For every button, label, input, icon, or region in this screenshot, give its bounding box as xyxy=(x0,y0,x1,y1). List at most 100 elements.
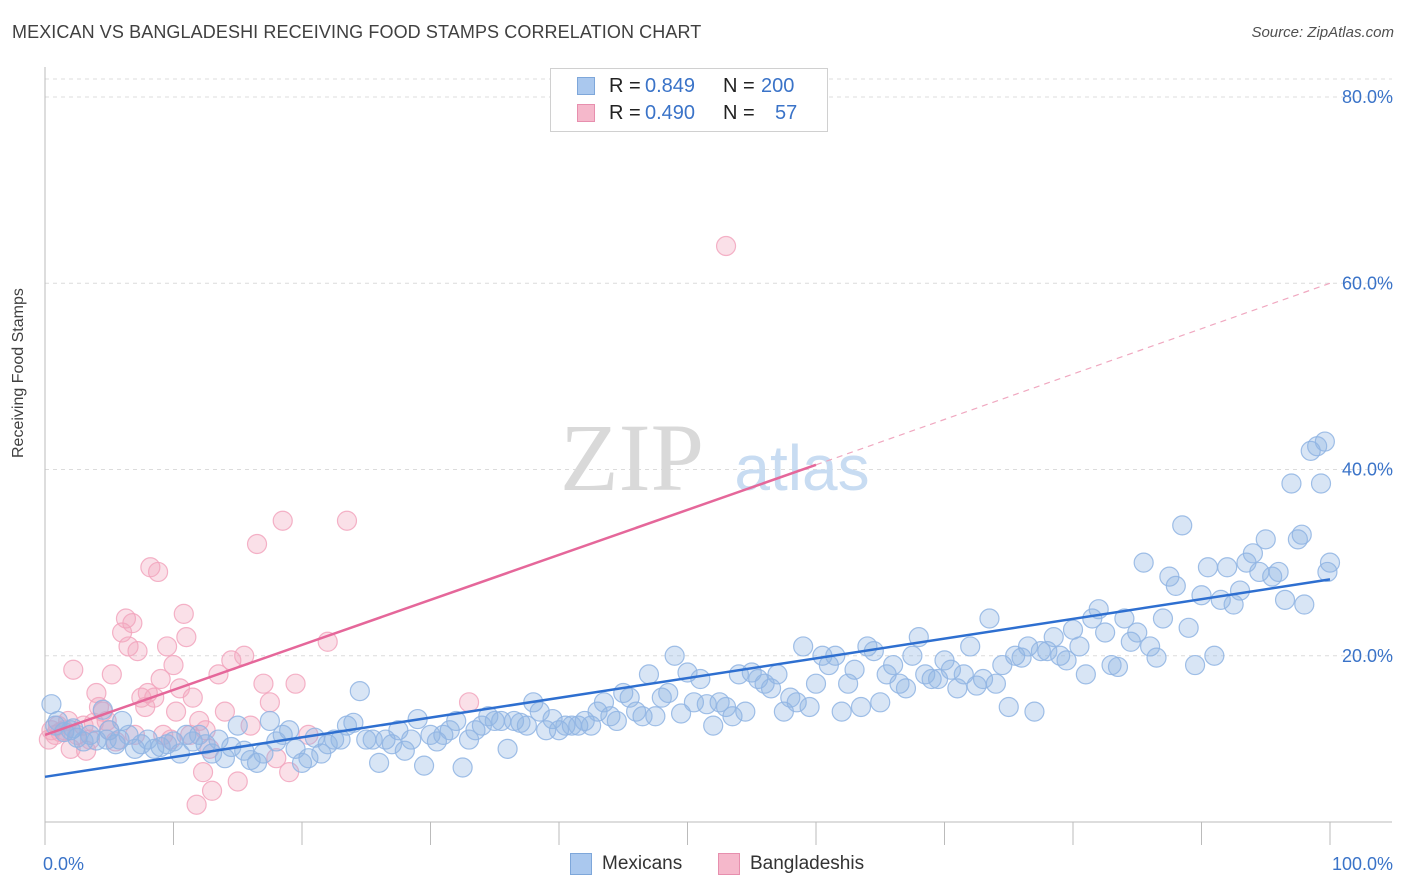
mexicans-point xyxy=(324,729,345,750)
axes xyxy=(44,67,1392,845)
mexicans-point xyxy=(805,673,827,694)
bangladeshis-point xyxy=(118,636,139,657)
mexicans-point xyxy=(1030,640,1051,662)
mexicans-point xyxy=(1310,473,1332,494)
mexicans-point xyxy=(645,706,666,727)
mexicans-point xyxy=(1319,552,1341,573)
mexicans-point xyxy=(1017,636,1039,657)
bangladeshis-point xyxy=(165,701,187,722)
mexicans-legend-swatch xyxy=(570,853,592,875)
mexicans-point xyxy=(972,668,994,690)
mexicans-point xyxy=(735,701,756,722)
watermark-zip: ZIP xyxy=(560,404,704,511)
mexicans-point xyxy=(1069,636,1090,657)
mexicans-point xyxy=(1184,654,1206,676)
mexicans-point xyxy=(1255,529,1276,550)
watermark-atlas: atlas xyxy=(734,432,869,504)
bangladeshis-point xyxy=(163,654,184,676)
mexicans-point xyxy=(227,715,248,736)
bangladeshis-point xyxy=(147,561,169,583)
mexicans-point xyxy=(985,673,1007,694)
mexicans-swatch xyxy=(577,77,595,95)
mexicans-point xyxy=(349,681,370,702)
mexicans-point xyxy=(401,729,422,750)
bangladeshis-point xyxy=(336,510,358,531)
mexicans-point xyxy=(831,701,852,722)
mexicans-point xyxy=(298,748,319,769)
bangladeshis-point xyxy=(266,748,287,769)
mexicans-point xyxy=(793,636,814,657)
r-label: R = xyxy=(609,102,641,124)
bangladeshis-legend-swatch xyxy=(718,853,740,875)
bangladeshis-trendline-extension xyxy=(815,282,1331,466)
y-tick-label: 40.0% xyxy=(1342,460,1393,480)
mexicans-point xyxy=(895,678,917,699)
mexicans-point xyxy=(1075,664,1096,685)
mexicans-point xyxy=(542,708,563,730)
mexicans-points xyxy=(41,431,1341,778)
mexicans-point xyxy=(1274,589,1296,610)
mexicans-point xyxy=(844,659,865,680)
mexicans-point xyxy=(1268,561,1289,583)
mexicans-point xyxy=(452,757,473,778)
r-label: R = xyxy=(609,75,641,97)
bangladeshis-point xyxy=(150,668,171,690)
bangladeshis-trendline xyxy=(44,463,817,737)
chart-title: MEXICAN VS BANGLADESHI RECEIVING FOOD ST… xyxy=(12,22,702,42)
bangladeshis-point xyxy=(253,673,274,694)
mexicans-point xyxy=(79,724,101,746)
bangladeshis-point xyxy=(227,771,248,792)
bangladeshis-point xyxy=(127,640,148,662)
stat-legend: R = 0.849 N = 200 R = 0.490 N = 57 xyxy=(550,68,828,132)
mexicans-point xyxy=(529,701,550,722)
bangladeshis-point xyxy=(182,687,203,708)
mexicans-point xyxy=(664,645,685,666)
mexicans-point xyxy=(394,740,415,761)
bangladeshis-point xyxy=(214,701,235,722)
mexicans-point xyxy=(670,703,692,724)
y-tick-label: 20.0% xyxy=(1342,646,1393,666)
mexicans-point xyxy=(1024,701,1045,722)
mexicans-point xyxy=(497,738,518,759)
mexicans-point xyxy=(369,752,390,773)
mexicans-point xyxy=(1139,636,1161,657)
bangladeshis-legend-label: Bangladeshis xyxy=(750,853,865,874)
mexicans-point xyxy=(850,696,872,718)
r-value: 0.490 xyxy=(645,102,696,124)
mexicans-point xyxy=(1165,575,1186,597)
mexicans-point xyxy=(1204,645,1225,666)
mexicans-point xyxy=(921,668,942,690)
watermark: ZIP atlas xyxy=(560,404,870,511)
mexicans-point xyxy=(1114,608,1135,629)
mexicans-point xyxy=(1191,585,1212,606)
mexicans-legend-label: Mexicans xyxy=(602,853,683,874)
mexicans-point xyxy=(940,659,962,680)
mexicans-point xyxy=(979,608,1000,629)
mexicans-point xyxy=(41,694,62,715)
mexicans-point xyxy=(606,710,627,732)
mexicans-point xyxy=(1062,619,1084,640)
mexicans-point xyxy=(960,636,981,657)
n-label: N = xyxy=(723,102,755,124)
source-label: Source: ZipAtlas.com xyxy=(1251,24,1394,41)
mexicans-point xyxy=(1127,622,1148,643)
bangladeshis-point xyxy=(246,533,268,555)
trendlines xyxy=(44,282,1331,779)
mexicans-point xyxy=(953,664,974,685)
mexicans-point xyxy=(1242,543,1264,564)
mexicans-point xyxy=(690,668,711,690)
mexicans-point xyxy=(67,727,88,748)
bangladeshis-point xyxy=(715,235,737,257)
mexicans-point xyxy=(1229,580,1251,601)
mexicans-point xyxy=(413,755,435,776)
bangladeshis-point xyxy=(176,627,197,648)
mexicans-point xyxy=(786,692,807,713)
mexicans-point xyxy=(259,710,280,732)
mexicans-point xyxy=(1294,594,1315,615)
y-tick-label: 80.0% xyxy=(1342,87,1393,107)
bangladeshis-point xyxy=(122,613,143,634)
mexicans-point xyxy=(516,715,537,736)
mexicans-point xyxy=(767,664,788,685)
mexicans-point xyxy=(446,710,467,732)
